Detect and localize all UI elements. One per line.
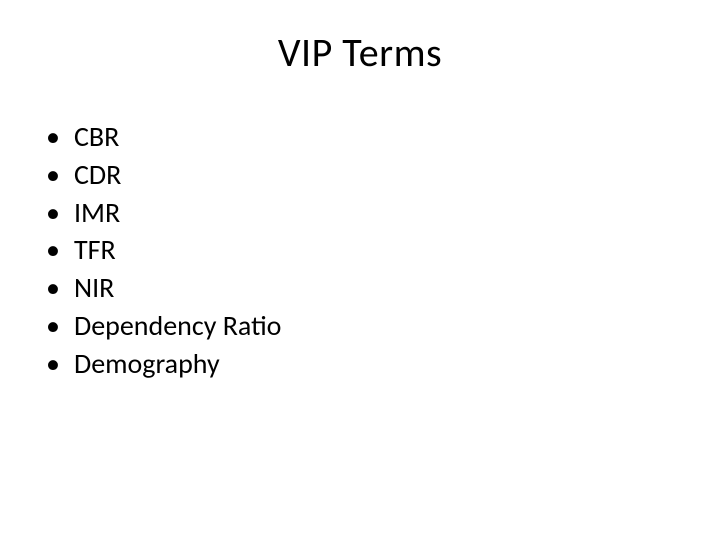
list-item-label: NIR	[74, 269, 680, 307]
bullet-icon: •	[40, 194, 74, 232]
list-item: • TFR	[40, 231, 680, 269]
list-item: • CDR	[40, 156, 680, 194]
bullet-list: • CBR • CDR • IMR • TFR • NIR • Dependen…	[40, 118, 680, 383]
list-item-label: CDR	[74, 156, 680, 194]
list-item-label: Dependency Ratio	[74, 307, 680, 345]
list-item: • Dependency Ratio	[40, 307, 680, 345]
list-item: • CBR	[40, 118, 680, 156]
list-item-label: TFR	[74, 231, 680, 269]
slide-title: VIP Terms	[0, 28, 720, 77]
list-item: • NIR	[40, 269, 680, 307]
bullet-icon: •	[40, 118, 74, 156]
slide: VIP Terms • CBR • CDR • IMR • TFR • NIR …	[0, 0, 720, 540]
bullet-icon: •	[40, 307, 74, 345]
bullet-icon: •	[40, 231, 74, 269]
bullet-icon: •	[40, 269, 74, 307]
list-item-label: IMR	[74, 194, 680, 232]
bullet-icon: •	[40, 156, 74, 194]
list-item-label: CBR	[74, 118, 680, 156]
bullet-icon: •	[40, 345, 74, 383]
list-item: • Demography	[40, 345, 680, 383]
list-item-label: Demography	[74, 345, 680, 383]
list-item: • IMR	[40, 194, 680, 232]
